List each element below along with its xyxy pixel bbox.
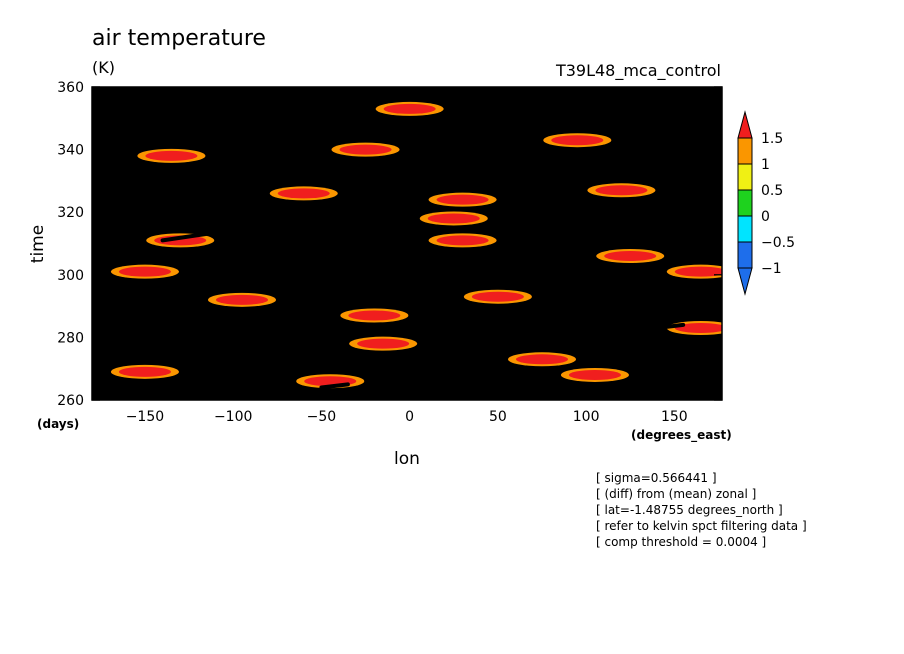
colorbar-label-2: 0.5	[761, 183, 783, 199]
x-tick-label-50: 50	[489, 409, 507, 425]
contour-segment-13	[319, 382, 350, 390]
contour-segment-12	[416, 335, 483, 352]
y-tick-label-340: 340	[57, 143, 84, 159]
y-tick-label-280: 280	[57, 330, 84, 346]
note-diff: [ (diff) from (mean) zonal ]	[596, 487, 756, 501]
anomaly-blob-7	[595, 185, 648, 196]
y-units-label: (days)	[37, 417, 79, 431]
contour-segment-3	[160, 222, 271, 243]
x-tick-label--50: −50	[307, 409, 337, 425]
contour-segment-10	[531, 254, 589, 268]
anomaly-blob-12	[674, 266, 722, 277]
x-tick-label--150: −150	[126, 409, 164, 425]
plot-frame	[91, 86, 723, 401]
colorbar-bin-3	[737, 215, 753, 243]
anomaly-blob-16	[357, 338, 410, 349]
anomaly-blob-21	[674, 323, 722, 334]
y-tick-label-300: 300	[57, 268, 84, 284]
x-axis-label: lon	[394, 449, 420, 469]
y-tick-label-360: 360	[57, 80, 84, 96]
anomaly-blob-11	[604, 251, 657, 262]
contour-segment-7	[499, 91, 562, 105]
colorbar-bin-2	[737, 189, 753, 217]
colorbar-label-5: −1	[761, 261, 782, 277]
anomaly-blob-2	[339, 144, 392, 155]
anomaly-blob-0	[383, 103, 436, 114]
anomaly-blobs	[110, 101, 722, 389]
y-axis-label: time	[28, 225, 48, 263]
x-units-label: (degrees_east)	[631, 428, 732, 443]
contour-segment-1	[116, 160, 236, 187]
contour-segment-0	[92, 150, 121, 158]
experiment-label: T39L48_mca_control	[555, 61, 721, 81]
anomaly-blob-13	[216, 294, 268, 305]
colorbar-bin-0	[737, 137, 753, 165]
contour-segment-9	[637, 153, 722, 174]
chart-title: air temperature	[92, 26, 266, 51]
y-axis: 260 280 300 320 340 360	[57, 80, 722, 409]
colorbar-label-3: 0	[761, 209, 770, 225]
heatmap-field	[92, 87, 722, 400]
anomaly-blob-3	[551, 135, 604, 146]
colorbar-label-1: 1	[761, 157, 770, 173]
anomaly-blob-4	[277, 188, 330, 199]
colorbar-arrow-top	[737, 110, 753, 139]
colorbar-arrow-bottom	[737, 267, 753, 296]
colorbar-label-4: −0.5	[761, 235, 795, 251]
field-texture	[92, 87, 722, 400]
anomaly-blob-17	[516, 354, 568, 365]
x-tick-label-0: 0	[405, 409, 414, 425]
note-filter: [ refer to kelvin spct filtering data ]	[596, 519, 807, 533]
colorbar-bin-4	[737, 241, 753, 269]
anomaly-blob-8	[436, 235, 489, 246]
anomaly-blob-14	[348, 310, 401, 321]
anomaly-blob-10	[118, 266, 171, 277]
note-lat: [ lat=-1.48755 degrees_north ]	[596, 503, 783, 517]
colorbar-bin-1	[737, 163, 753, 191]
x-axis: −150 −100 −50 0 50 100 150	[126, 87, 688, 425]
contour-segment-6	[381, 106, 504, 127]
contour-segment-4	[240, 88, 342, 108]
units-label: (K)	[92, 58, 115, 77]
notes-block: [ sigma=0.566441 ] [ (diff) from (mean) …	[596, 471, 807, 549]
x-tick-label--100: −100	[214, 409, 252, 425]
contour-lines	[92, 88, 722, 400]
x-tick-label-100: 100	[573, 409, 600, 425]
contour-segment-11	[628, 322, 686, 334]
contour-segment-5	[292, 119, 439, 140]
anomaly-blob-18	[118, 366, 171, 377]
anomaly-blob-15	[471, 291, 524, 302]
y-tick-label-260: 260	[57, 393, 84, 409]
x-tick-label-150: 150	[661, 409, 688, 425]
colorbar: 1.5 1 0.5 0 −0.5 −1	[737, 110, 795, 296]
y-tick-label-320: 320	[57, 205, 84, 221]
note-sigma: [ sigma=0.566441 ]	[596, 471, 717, 485]
contour-segment-14	[548, 385, 571, 393]
anomaly-blob-1	[145, 150, 198, 161]
contour-segment-8	[654, 91, 722, 108]
anomaly-blob-6	[427, 213, 480, 224]
anomaly-blob-20	[568, 369, 621, 380]
contour-segment-2	[98, 188, 236, 218]
colorbar-label-0: 1.5	[761, 131, 783, 147]
anomaly-blob-5	[436, 194, 489, 205]
note-threshold: [ comp threshold = 0.0004 ]	[596, 535, 766, 549]
